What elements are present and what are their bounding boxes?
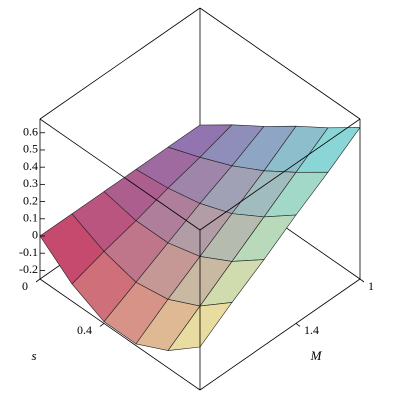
z-tick-label: -0.2 [19, 262, 38, 276]
z-tick-label: 0.3 [23, 176, 38, 190]
y-tick [295, 323, 301, 327]
z-tick-label: 0.4 [23, 159, 38, 173]
box-front: -0.2 -0.1 0 0.1 0.2 0.3 0.4 0.5 0.6 0 0.4 1 1.4 [19, 118, 374, 391]
z-tick-label: 0.6 [23, 125, 38, 139]
x-tick [99, 323, 105, 327]
box-edge [199, 7, 361, 120]
x-tick [35, 278, 41, 283]
x-tick-label: 0 [22, 279, 28, 293]
x-tick-label: 0.4 [77, 323, 92, 337]
box-edge [199, 278, 361, 391]
y-tick-label: 1.4 [304, 323, 319, 337]
z-tick-label: 0.1 [23, 211, 38, 225]
z-tick-label: 0.2 [23, 193, 38, 207]
box-edge [39, 278, 201, 391]
box-edge [39, 118, 201, 231]
y-axis-label: M [310, 348, 323, 363]
z-tick-label: 0.5 [23, 142, 38, 156]
y-tick-label: 1 [368, 279, 374, 293]
y-tick [359, 278, 365, 283]
box-edge [39, 7, 201, 120]
box-edge [199, 118, 361, 231]
x-axis-label: s [31, 348, 36, 363]
surface [39, 124, 361, 351]
z-tick-label: 0 [32, 228, 38, 242]
z-tick-label: -0.1 [19, 245, 38, 259]
